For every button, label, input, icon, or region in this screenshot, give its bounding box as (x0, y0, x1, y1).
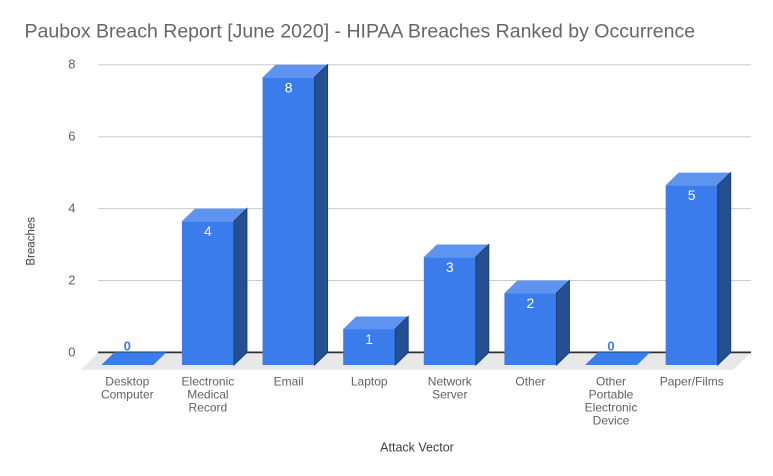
svg-text:2: 2 (68, 272, 75, 287)
svg-text:Electronic: Electronic (182, 374, 235, 388)
svg-text:4: 4 (204, 223, 212, 239)
svg-text:Network: Network (428, 374, 473, 388)
svg-text:Portable: Portable (589, 387, 634, 401)
svg-text:Attack Vector: Attack Vector (380, 441, 454, 455)
svg-text:Breaches: Breaches (26, 217, 38, 266)
svg-text:8: 8 (285, 79, 293, 95)
svg-text:6: 6 (68, 129, 75, 144)
svg-text:0: 0 (607, 338, 614, 353)
svg-text:3: 3 (446, 259, 454, 275)
svg-text:Medical: Medical (187, 387, 228, 401)
svg-text:1: 1 (365, 331, 373, 347)
svg-text:Electronic: Electronic (585, 400, 638, 414)
svg-text:Email: Email (274, 374, 304, 388)
svg-text:Paubox Breach Report [June 202: Paubox Breach Report [June 2020] - HIPAA… (25, 21, 696, 43)
svg-text:4: 4 (68, 201, 75, 216)
svg-text:0: 0 (124, 338, 131, 353)
svg-text:Desktop: Desktop (105, 374, 149, 388)
svg-text:0: 0 (68, 344, 75, 359)
svg-text:Computer: Computer (101, 387, 154, 401)
svg-text:Record: Record (189, 400, 228, 414)
svg-text:Other: Other (515, 374, 545, 388)
svg-text:8: 8 (68, 57, 75, 72)
svg-text:Laptop: Laptop (351, 374, 388, 388)
svg-text:Paper/Films: Paper/Films (660, 374, 724, 388)
svg-text:Device: Device (593, 413, 630, 427)
svg-text:2: 2 (527, 295, 535, 311)
svg-text:Server: Server (432, 387, 467, 401)
svg-text:Other: Other (596, 374, 626, 388)
svg-text:5: 5 (688, 187, 696, 203)
